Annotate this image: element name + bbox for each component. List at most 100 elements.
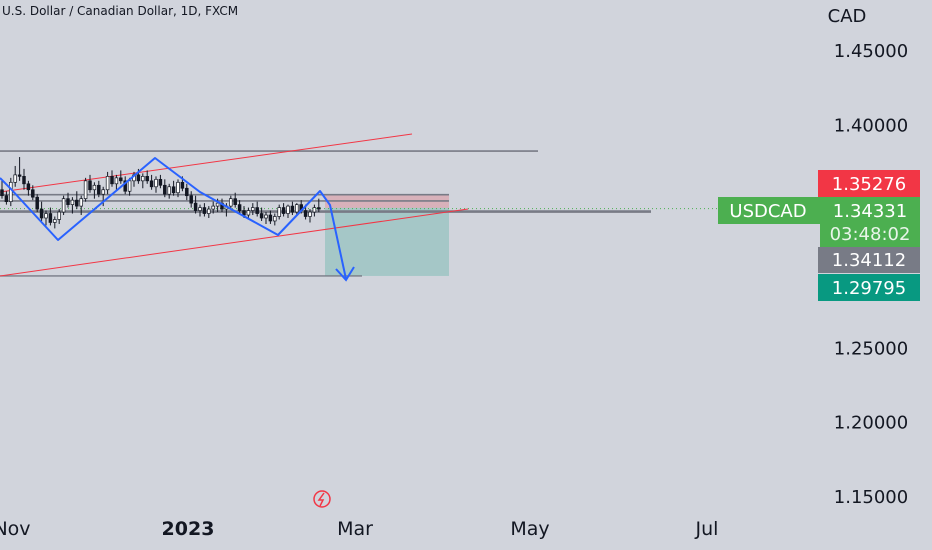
candle [198,204,202,217]
candle [70,197,75,214]
trend-channel [0,133,469,277]
candle [286,204,290,218]
candle [92,182,97,199]
time-tick-mar: Mar [337,518,373,540]
candle [26,180,31,196]
candle [17,157,22,181]
time-axis[interactable]: Nov 2023 Mar May Jul [0,518,718,540]
candle [158,174,163,189]
candle [290,201,295,216]
candle [268,210,273,224]
candle [123,176,127,195]
candle [202,203,207,217]
arrow-down-icon [335,266,355,282]
price-axis[interactable]: CAD 1.45000 1.40000 1.25000 1.20000 1.15000 [828,6,909,508]
candle [185,183,189,201]
time-tick-jul: Jul [695,518,719,540]
candle [4,191,9,205]
candle [281,203,286,217]
candle [264,212,268,224]
candle [97,180,101,198]
candle [277,204,281,220]
candle [255,201,259,217]
candle [273,213,277,226]
lightning-icon[interactable] [313,490,331,508]
candle [31,185,35,201]
horizontal-levels [0,150,718,277]
price-tick-0: 1.45000 [834,41,908,62]
candle [110,170,114,187]
price-tick-2: 1.25000 [834,338,908,359]
candle [75,191,79,210]
candle [259,207,264,221]
entry-price-tag [818,247,920,273]
candle [207,206,211,218]
candle [83,177,88,202]
last-price-label: 1.34331 [833,201,907,222]
candle [0,180,4,199]
candle [233,192,237,208]
take-profit-zone[interactable] [325,207,449,276]
time-tick-2023: 2023 [162,518,215,540]
candle [44,210,48,226]
price-tick-3: 1.20000 [834,413,908,434]
candle [53,216,57,229]
candle [141,173,145,189]
zigzag-pattern[interactable] [0,157,355,282]
candle [114,174,119,190]
price-tags: 1.35276 USDCAD 1.34331 03:48:02 1.34112 … [718,170,920,301]
currency-label: CAD [828,6,867,27]
time-tick-may: May [510,518,549,540]
candle [251,203,255,216]
channel-upper-line[interactable] [0,133,413,193]
countdown-label: 03:48:02 [830,224,911,245]
candle [237,200,242,214]
candle [127,177,132,196]
candle [105,171,110,195]
price-tick-4: 1.15000 [834,487,908,508]
entry-price-label: 1.34112 [832,250,906,271]
candle [163,179,167,198]
candle [88,174,92,193]
zigzag-line[interactable] [0,157,347,280]
candle [66,192,70,208]
candle [317,198,321,213]
symbol-tag-label: USDCAD [729,201,806,222]
channel-lower-line[interactable] [0,208,469,277]
candle [193,195,198,214]
candle [79,195,83,216]
candle [145,170,149,184]
candle [176,179,180,198]
candle [308,209,312,223]
candle [167,183,171,199]
candle [35,194,39,213]
position-zones [325,194,449,276]
candle [9,177,13,207]
candle [154,176,158,193]
candle [57,209,61,224]
candle [149,174,154,190]
candle [119,170,123,184]
candle [171,180,176,196]
price-tick-1: 1.40000 [834,115,908,136]
candle [295,203,299,216]
stop-price-label: 1.35276 [832,174,906,195]
candle [189,191,193,208]
symbol-tag [718,197,820,224]
candles [0,157,321,229]
candle [39,201,44,221]
candle [22,168,26,190]
target-price-tag [818,274,920,301]
candle [229,195,233,210]
candle [211,201,215,214]
candle [312,204,317,217]
candle [13,165,17,187]
chart-title: U.S. Dollar / Canadian Dollar, 1D, FXCM [2,4,239,18]
candle [61,195,66,216]
stop-price-tag [818,170,920,197]
target-price-label: 1.29795 [832,278,906,299]
last-price-tag [820,197,920,247]
time-tick-nov: Nov [0,518,31,540]
candle [48,207,53,226]
